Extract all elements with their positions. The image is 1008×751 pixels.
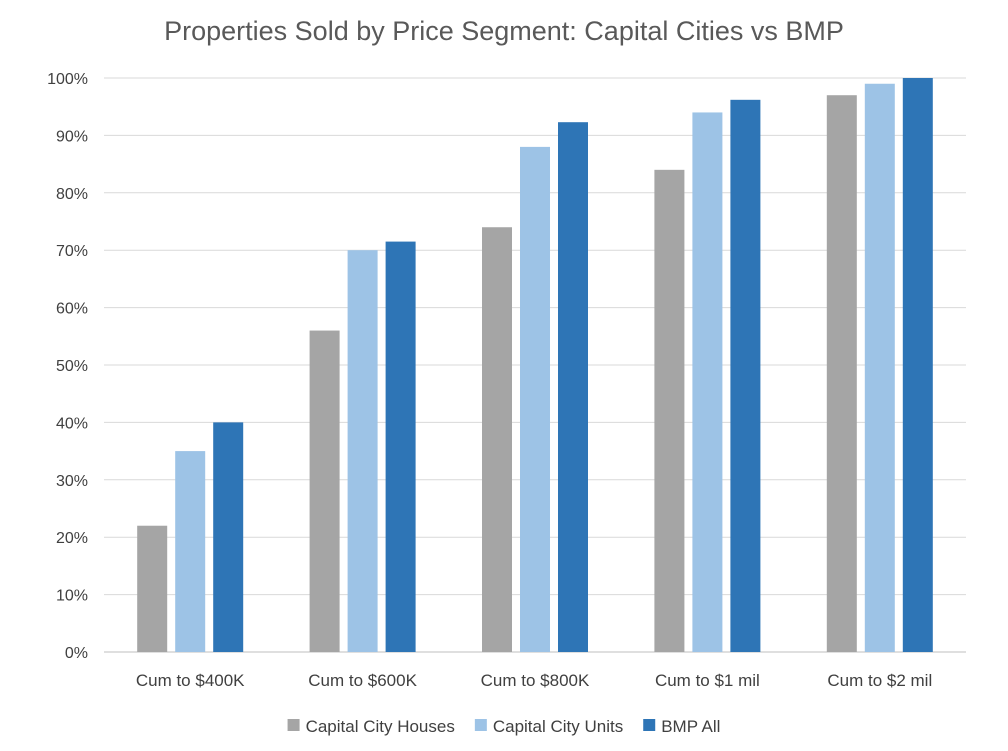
legend-swatch bbox=[643, 719, 656, 731]
y-tick-label: 50% bbox=[56, 358, 88, 375]
x-category-label: Cum to $600K bbox=[308, 671, 417, 690]
y-tick-label: 70% bbox=[56, 243, 88, 260]
bar-bmp-all bbox=[730, 99, 761, 652]
x-axis-categories: Cum to $400K Cum to $600K Cum to $800K Cum … bbox=[136, 671, 932, 690]
chart-title: Properties Sold by Price Segment: Capita… bbox=[164, 16, 844, 46]
bar-capital-city-units bbox=[692, 112, 723, 652]
x-category-label: Cum to $400K bbox=[136, 671, 245, 690]
bar-capital-city-houses bbox=[137, 525, 168, 652]
bar-bmp-all bbox=[385, 241, 416, 652]
bar-capital-city-houses bbox=[826, 95, 857, 653]
bar-bmp-all bbox=[213, 422, 244, 652]
legend-label: Capital City Units bbox=[493, 717, 623, 736]
bar-capital-city-units bbox=[347, 250, 378, 652]
y-tick-label: 60% bbox=[56, 301, 88, 318]
x-category-label: Cum to $2 mil bbox=[827, 671, 932, 690]
legend-swatch bbox=[474, 719, 487, 731]
bar-capital-city-houses bbox=[654, 169, 685, 652]
bar-bmp-all bbox=[902, 78, 933, 652]
y-tick-label: 30% bbox=[56, 473, 88, 490]
legend: Capital City Houses Capital City Units BMP… bbox=[287, 717, 720, 736]
y-tick-label: 100% bbox=[47, 71, 88, 88]
y-tick-label: 10% bbox=[56, 588, 88, 605]
bar-capital-city-houses bbox=[482, 227, 512, 653]
y-tick-label: 90% bbox=[56, 128, 88, 145]
y-tick-label: 20% bbox=[56, 530, 88, 547]
legend-label: BMP All bbox=[661, 717, 720, 736]
x-category-label: Cum to $800K bbox=[481, 671, 590, 690]
y-tick-label: 40% bbox=[56, 415, 88, 432]
bar-capital-city-units bbox=[864, 83, 895, 653]
y-axis-ticks: 0% 10% 20% 30% 40% 50% 60% 70% 80% 90% 100% bbox=[47, 71, 88, 662]
bar-capital-city-units bbox=[520, 146, 550, 652]
bar-capital-city-houses bbox=[309, 330, 340, 652]
y-tick-label: 0% bbox=[65, 645, 88, 662]
x-category-label: Cum to $1 mil bbox=[655, 671, 760, 690]
bars bbox=[137, 78, 933, 653]
legend-label: Capital City Houses bbox=[306, 717, 455, 736]
bar-bmp-all bbox=[558, 122, 588, 652]
bar-capital-city-units bbox=[175, 451, 206, 652]
y-tick-label: 80% bbox=[56, 186, 88, 203]
legend-swatch bbox=[287, 719, 300, 731]
